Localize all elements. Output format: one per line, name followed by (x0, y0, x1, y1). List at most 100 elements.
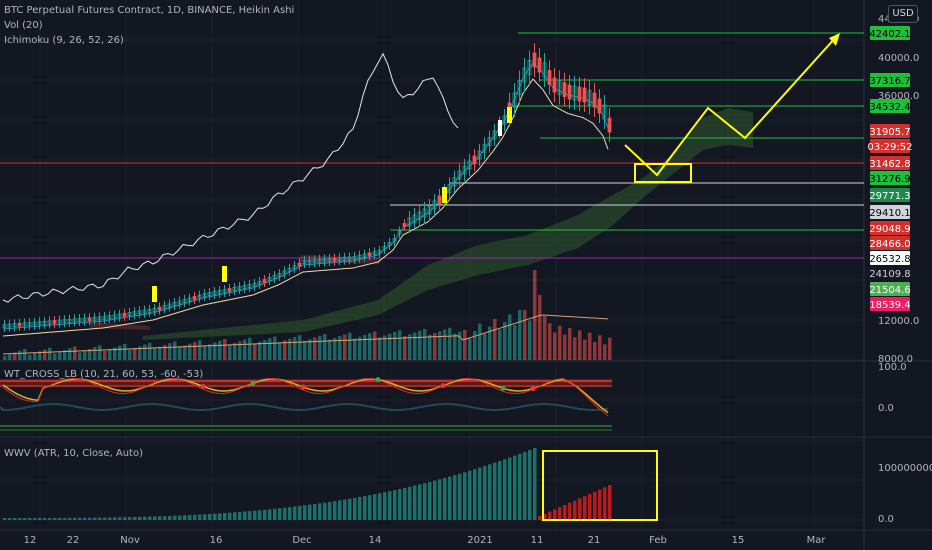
volume-bar (298, 335, 302, 360)
price-axis-tick: 8000.0 (878, 354, 913, 365)
wwv-bar (448, 476, 452, 520)
volume-bar (183, 345, 187, 360)
candle (587, 90, 592, 105)
candle (462, 165, 467, 175)
wwv-bar (468, 470, 472, 520)
candle (427, 205, 432, 215)
volume-bar (288, 338, 292, 360)
volume-bar (73, 346, 77, 360)
volume-legend[interactable]: Vol (20) (4, 20, 43, 31)
candle (7, 323, 12, 328)
wwv-bar (608, 485, 612, 520)
volume-bar (233, 343, 237, 360)
candle (432, 200, 437, 210)
price-label-tag: 31905.7 (869, 124, 911, 138)
time-axis-tick: 14 (369, 535, 382, 546)
wt-cross-dot (440, 383, 446, 389)
price-axis-tick: 0.0 (878, 514, 894, 525)
volume-bar (223, 339, 227, 360)
candle (212, 291, 217, 295)
wwv-bar (288, 507, 292, 520)
volume-bar (398, 330, 402, 360)
wwv-bar (233, 512, 237, 520)
volume-bar (378, 337, 382, 360)
volume-bar (218, 340, 222, 360)
time-axis-tick: Dec (292, 535, 311, 546)
price-label-bg (870, 156, 910, 170)
price-label-tag: 29048.9 (869, 221, 911, 235)
price-label-tag: 03:29:52 (868, 139, 912, 153)
volume-bar (258, 341, 262, 360)
main-series-legend[interactable]: BTC Perpetual Futures Contract, 1D, BINA… (4, 5, 295, 16)
volume-bar (488, 326, 492, 360)
wt-cross-legend[interactable]: WT_CROSS_LB (10, 21, 60, 53, -60, -53) (4, 369, 204, 380)
candle (82, 317, 87, 322)
wwv-bar (3, 518, 7, 520)
candle (97, 316, 102, 321)
price-label-tag: 37316.7 (869, 73, 911, 87)
candle (317, 258, 322, 263)
volume-bar (238, 341, 242, 360)
candle (362, 253, 367, 258)
volume-bar (253, 343, 257, 360)
ichimoku-legend[interactable]: Ichimoku (9, 26, 52, 26) (4, 35, 124, 46)
time-axis-tick: 16 (210, 535, 223, 546)
wwv-legend[interactable]: WWV (ATR, 10, Close, Auto) (4, 448, 143, 459)
wwv-bar (273, 508, 277, 520)
wwv-bar (523, 451, 527, 520)
wwv-bar (188, 515, 192, 520)
wwv-bar (353, 497, 357, 520)
wwv-bar (528, 449, 532, 520)
volume-bar (358, 336, 362, 360)
volume-bar (33, 353, 37, 360)
volume-bar (173, 341, 177, 360)
volume-bar (148, 342, 152, 360)
price-label-text: 26532.8 (869, 254, 910, 265)
wwv-bar (108, 517, 112, 520)
wwv-bar (423, 483, 427, 520)
candle (342, 256, 347, 261)
wwv-bar (513, 455, 517, 520)
wwv-bar (298, 505, 302, 520)
annotation-path (624, 36, 837, 177)
price-label-text: 29771.3 (869, 191, 910, 202)
price-axis-tick: 40000.0 (878, 53, 919, 64)
candle (22, 322, 27, 327)
wwv-bar (18, 517, 22, 520)
volume-bar (403, 336, 407, 360)
candle (472, 155, 477, 165)
volume-bar (518, 310, 522, 360)
volume-bar (203, 346, 207, 360)
wwv-bar (48, 517, 52, 520)
wwv-bar (373, 494, 377, 520)
volume-bar (588, 332, 592, 360)
volume-bar (23, 349, 27, 360)
volume-bar (153, 348, 157, 360)
candle (257, 281, 262, 285)
volume-bar (363, 335, 367, 360)
candle (272, 275, 277, 279)
candle (72, 318, 77, 323)
wt-cross-dot (375, 377, 381, 383)
volume-bar (118, 345, 122, 360)
wwv-bar (148, 516, 152, 520)
wwv-bar (408, 486, 412, 520)
currency-badge[interactable]: USD (888, 5, 918, 23)
candle (182, 299, 187, 303)
wwv-bar (378, 493, 382, 520)
time-axis-tick: 2021 (467, 535, 492, 546)
candle (242, 285, 247, 289)
price-label-bg (870, 171, 910, 185)
kijun-line (2, 78, 609, 337)
volume-bar (28, 354, 32, 360)
time-axis-tick: 15 (732, 535, 745, 546)
volume-bar (328, 339, 332, 360)
volume-bar (268, 338, 272, 360)
candle (92, 316, 97, 321)
wwv-bar (293, 506, 297, 520)
candle (327, 258, 332, 262)
wwv-bar (553, 509, 557, 520)
wwv-bar (143, 516, 147, 520)
wwv-bar (568, 502, 572, 520)
